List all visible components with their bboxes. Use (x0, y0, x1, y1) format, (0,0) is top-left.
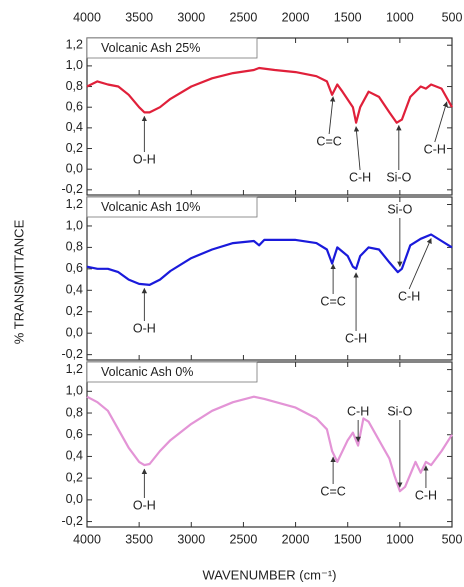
x-tick-label: 1000 (386, 10, 414, 24)
x-tick-label: 2000 (282, 532, 310, 546)
y-tick-label: 0,6 (66, 427, 83, 441)
plot-frame (86, 361, 453, 528)
annotation-label: Si-O (386, 170, 411, 184)
annotation-label: O-H (133, 152, 156, 166)
x-tick-label: 1500 (334, 532, 362, 546)
y-tick-label: -0,2 (61, 182, 83, 196)
x-tick-label: 500 (442, 10, 463, 24)
annotation-label: C-H (347, 404, 369, 418)
x-tick-label: 4000 (73, 532, 101, 546)
x-tick-label: 1000 (386, 532, 414, 546)
y-tick-label: 1,0 (66, 58, 83, 72)
y-tick-label: 0,8 (66, 240, 83, 254)
y-tick-label: 0,4 (66, 449, 83, 463)
panel-title: Volcanic Ash 25% (101, 41, 200, 55)
legend-box (86, 37, 258, 59)
x-tick-label: 2000 (282, 10, 310, 24)
annotation-label: C=C (320, 484, 345, 498)
plot-frame (86, 196, 453, 361)
annotation-arrow (328, 96, 336, 135)
annotation-arrow (408, 238, 432, 290)
y-tick-label: 1,0 (66, 384, 83, 398)
x-tick-label: 1500 (334, 10, 362, 24)
x-tick-label: 3500 (125, 532, 153, 546)
y-axis-title: % TRANSMITTANCE (11, 219, 26, 344)
spectrum-line (86, 66, 453, 124)
y-tick-label: 0,2 (66, 141, 83, 155)
y-tick-label: 0,0 (66, 492, 83, 506)
annotation-label: C=C (320, 294, 345, 308)
annotation-arrow (353, 126, 361, 171)
annotation-label: C-H (398, 289, 420, 303)
annotation-label: C-H (349, 170, 371, 184)
plot-frame (86, 37, 453, 196)
y-tick-label: 1,0 (66, 218, 83, 232)
panel-title: Volcanic Ash 10% (101, 200, 200, 214)
y-tick-label: 0,0 (66, 325, 83, 339)
y-tick-label: 0,2 (66, 470, 83, 484)
y-tick-label: -0,2 (61, 514, 83, 528)
x-tick-label: 2500 (230, 10, 258, 24)
x-tick-label: 3000 (177, 10, 205, 24)
annotation-arrow (434, 101, 448, 143)
y-tick-label: 0,8 (66, 79, 83, 93)
y-tick-label: 0,0 (66, 161, 83, 175)
y-tick-label: 0,4 (66, 120, 83, 134)
x-tick-label: 2500 (230, 532, 258, 546)
spectrum-line (86, 395, 453, 493)
y-tick-label: 0,2 (66, 304, 83, 318)
x-tick-label: 3500 (125, 10, 153, 24)
panel-title: Volcanic Ash 0% (101, 365, 193, 379)
annotation-label: O-H (133, 498, 156, 512)
y-tick-label: 1,2 (66, 38, 83, 52)
annotation-label: C-H (415, 488, 437, 502)
annotation-label: Si-O (387, 404, 412, 418)
annotation-label: O-H (133, 321, 156, 335)
annotation-label: C=C (316, 134, 341, 148)
y-tick-label: -0,2 (61, 347, 83, 361)
y-tick-label: 0,6 (66, 100, 83, 114)
x-tick-label: 3000 (177, 532, 205, 546)
legend-box (86, 361, 258, 383)
x-axis-title: WAVENUMBER (cm⁻¹) (203, 567, 337, 582)
y-tick-label: 0,4 (66, 283, 83, 297)
legend-box (86, 196, 258, 218)
annotation-label: C-H (424, 142, 446, 156)
annotation-label: C-H (345, 331, 367, 345)
y-tick-label: 1,2 (66, 197, 83, 211)
y-tick-label: 0,6 (66, 261, 83, 275)
annotation-label: Si-O (387, 202, 412, 216)
y-tick-label: 0,8 (66, 405, 83, 419)
x-tick-label: 4000 (73, 10, 101, 24)
x-tick-label: 500 (442, 532, 463, 546)
spectrum-line (86, 233, 453, 286)
y-tick-label: 1,2 (66, 362, 83, 376)
